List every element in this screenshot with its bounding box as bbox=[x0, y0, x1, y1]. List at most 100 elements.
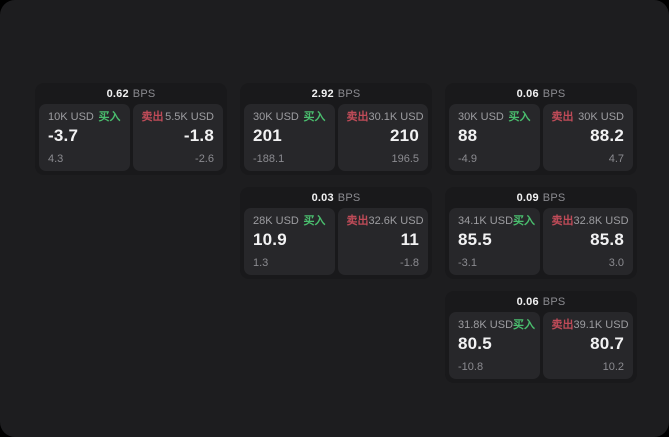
bps-unit-label: BPS bbox=[337, 191, 361, 204]
buy-delta: 4.3 bbox=[48, 152, 64, 165]
sell-price: 88.2 bbox=[590, 125, 624, 145]
buy-side-label: 买入 bbox=[303, 215, 326, 227]
buy-delta: -4.9 bbox=[458, 152, 477, 165]
buy-panel-header: 31.8K USD 买入 bbox=[458, 319, 535, 332]
buy-side-label: 买入 bbox=[508, 111, 531, 123]
buy-price: -3.7 bbox=[48, 125, 79, 145]
bps-header: 0.06 BPS bbox=[449, 83, 633, 104]
buy-price: 88 bbox=[458, 125, 478, 145]
quote-card: 0.62 BPS 10K USD 买入 -3.7 4.3 卖出 5.5K USD… bbox=[35, 83, 227, 175]
sell-panel-header: 卖出 5.5K USD bbox=[142, 111, 215, 124]
bps-value: 0.06 bbox=[516, 295, 539, 308]
buy-panel[interactable]: 30K USD 买入 201 -188.1 bbox=[244, 104, 335, 171]
buy-amount: 28K USD bbox=[253, 215, 299, 227]
buy-panel-header: 34.1K USD 买入 bbox=[458, 215, 535, 228]
buy-amount: 31.8K USD bbox=[458, 319, 514, 331]
buy-amount: 30K USD bbox=[458, 111, 504, 123]
sell-amount: 32.8K USD bbox=[573, 215, 629, 227]
buy-panel-header: 30K USD 买入 bbox=[253, 111, 326, 124]
bps-unit-label: BPS bbox=[132, 87, 156, 100]
sell-price: -1.8 bbox=[183, 125, 214, 145]
quote-panels: 31.8K USD 买入 80.5 -10.8 卖出 39.1K USD 80.… bbox=[449, 312, 633, 379]
bps-unit-label: BPS bbox=[542, 295, 566, 308]
sell-amount: 5.5K USD bbox=[165, 111, 214, 123]
quote-panels: 10K USD 买入 -3.7 4.3 卖出 5.5K USD -1.8 -2.… bbox=[39, 104, 223, 171]
buy-side-label: 买入 bbox=[513, 215, 536, 227]
buy-amount: 34.1K USD bbox=[458, 215, 514, 227]
bps-value: 0.03 bbox=[311, 191, 334, 204]
sell-amount: 32.6K USD bbox=[368, 215, 424, 227]
quote-card: 0.03 BPS 28K USD 买入 10.9 1.3 卖出 32.6K US… bbox=[240, 187, 432, 279]
buy-amount: 10K USD bbox=[48, 111, 94, 123]
quote-panels: 34.1K USD 买入 85.5 -3.1 卖出 32.8K USD 85.8… bbox=[449, 208, 633, 275]
bps-header: 2.92 BPS bbox=[244, 83, 428, 104]
sell-side-label: 卖出 bbox=[551, 111, 574, 123]
bps-unit-label: BPS bbox=[337, 87, 361, 100]
sell-panel-header: 卖出 32.6K USD bbox=[346, 215, 424, 228]
buy-price: 10.9 bbox=[253, 229, 287, 249]
bps-unit-label: BPS bbox=[542, 87, 566, 100]
sell-delta: 196.5 bbox=[391, 152, 419, 165]
sell-delta: 10.2 bbox=[602, 360, 624, 373]
buy-price: 85.5 bbox=[458, 229, 492, 249]
bps-header: 0.62 BPS bbox=[39, 83, 223, 104]
buy-price: 201 bbox=[253, 125, 282, 145]
bps-header: 0.06 BPS bbox=[449, 291, 633, 312]
buy-panel-header: 10K USD 买入 bbox=[48, 111, 121, 124]
quote-panels: 30K USD 买入 88 -4.9 卖出 30K USD 88.2 4.7 bbox=[449, 104, 633, 171]
buy-panel[interactable]: 34.1K USD 买入 85.5 -3.1 bbox=[449, 208, 540, 275]
sell-panel-header: 卖出 32.8K USD bbox=[551, 215, 629, 228]
bps-unit-label: BPS bbox=[542, 191, 566, 204]
quote-card: 0.09 BPS 34.1K USD 买入 85.5 -3.1 卖出 32.8K… bbox=[445, 187, 637, 279]
bps-header: 0.09 BPS bbox=[449, 187, 633, 208]
sell-price: 210 bbox=[390, 125, 419, 145]
buy-panel[interactable]: 31.8K USD 买入 80.5 -10.8 bbox=[449, 312, 540, 379]
buy-panel[interactable]: 28K USD 买入 10.9 1.3 bbox=[244, 208, 335, 275]
sell-amount: 30.1K USD bbox=[368, 111, 424, 123]
buy-side-label: 买入 bbox=[303, 111, 326, 123]
sell-price: 11 bbox=[400, 229, 419, 249]
sell-side-label: 卖出 bbox=[551, 319, 574, 331]
quote-panels: 28K USD 买入 10.9 1.3 卖出 32.6K USD 11 -1.8 bbox=[244, 208, 428, 275]
buy-panel-header: 28K USD 买入 bbox=[253, 215, 326, 228]
sell-panel[interactable]: 卖出 30.1K USD 210 196.5 bbox=[337, 104, 428, 171]
buy-panel[interactable]: 10K USD 买入 -3.7 4.3 bbox=[39, 104, 130, 171]
sell-panel-header: 卖出 39.1K USD bbox=[551, 319, 629, 332]
buy-price: 80.5 bbox=[458, 333, 492, 353]
bps-value: 0.62 bbox=[106, 87, 129, 100]
sell-panel[interactable]: 卖出 30K USD 88.2 4.7 bbox=[542, 104, 633, 171]
sell-panel[interactable]: 卖出 39.1K USD 80.7 10.2 bbox=[542, 312, 633, 379]
quote-panels: 30K USD 买入 201 -188.1 卖出 30.1K USD 210 1… bbox=[244, 104, 428, 171]
quote-card-grid: 0.62 BPS 10K USD 买入 -3.7 4.3 卖出 5.5K USD… bbox=[35, 83, 637, 383]
sell-amount: 39.1K USD bbox=[573, 319, 629, 331]
sell-amount: 30K USD bbox=[578, 111, 624, 123]
sell-delta: -2.6 bbox=[195, 152, 214, 165]
sell-panel[interactable]: 卖出 5.5K USD -1.8 -2.6 bbox=[132, 104, 223, 171]
sell-delta: -1.8 bbox=[400, 256, 419, 269]
buy-side-label: 买入 bbox=[513, 319, 536, 331]
sell-delta: 4.7 bbox=[608, 152, 624, 165]
sell-panel-header: 卖出 30K USD bbox=[552, 111, 625, 124]
buy-panel[interactable]: 30K USD 买入 88 -4.9 bbox=[449, 104, 540, 171]
buy-delta: -3.1 bbox=[458, 256, 477, 269]
quote-card: 2.92 BPS 30K USD 买入 201 -188.1 卖出 30.1K … bbox=[240, 83, 432, 175]
bps-value: 0.06 bbox=[516, 87, 539, 100]
buy-panel-header: 30K USD 买入 bbox=[458, 111, 531, 124]
sell-side-label: 卖出 bbox=[346, 111, 369, 123]
sell-panel[interactable]: 卖出 32.6K USD 11 -1.8 bbox=[337, 208, 428, 275]
sell-price: 85.8 bbox=[590, 229, 624, 249]
buy-side-label: 买入 bbox=[98, 111, 121, 123]
bps-value: 2.92 bbox=[311, 87, 334, 100]
buy-delta: -10.8 bbox=[458, 360, 484, 373]
sell-side-label: 卖出 bbox=[551, 215, 574, 227]
sell-panel-header: 卖出 30.1K USD bbox=[346, 111, 424, 124]
bps-value: 0.09 bbox=[516, 191, 539, 204]
buy-delta: -188.1 bbox=[253, 152, 285, 165]
sell-side-label: 卖出 bbox=[141, 111, 164, 123]
sell-side-label: 卖出 bbox=[346, 215, 369, 227]
buy-delta: 1.3 bbox=[253, 256, 269, 269]
quote-card: 0.06 BPS 31.8K USD 买入 80.5 -10.8 卖出 39.1… bbox=[445, 291, 637, 383]
sell-panel[interactable]: 卖出 32.8K USD 85.8 3.0 bbox=[542, 208, 633, 275]
